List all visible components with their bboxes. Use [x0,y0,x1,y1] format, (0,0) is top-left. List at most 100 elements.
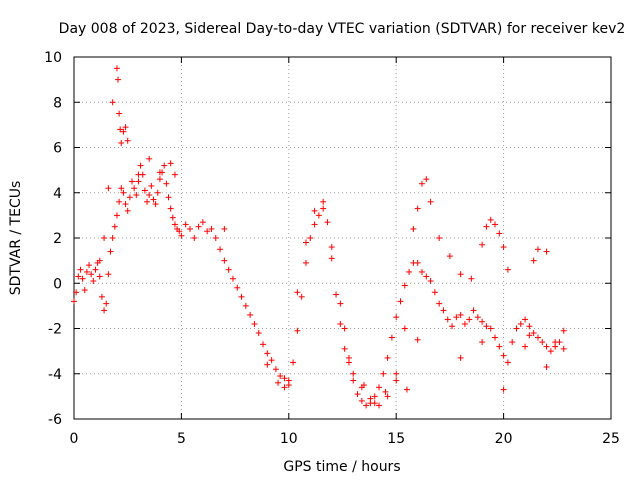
data-point [212,235,219,241]
data-point [543,248,550,255]
data-point [247,311,254,318]
x-tick-label: 15 [387,431,405,447]
data-point [150,196,157,203]
data-point [264,361,271,368]
data-point [117,126,124,133]
data-point [165,194,172,201]
y-axis-label: SDTVAR / TECUs [8,181,24,296]
data-point [401,282,408,289]
data-point [113,212,120,219]
y-tick-label: 0 [53,276,62,292]
data-point [302,259,309,266]
data-point [83,268,90,275]
data-point [371,400,378,407]
y-tick-label: -6 [48,412,62,428]
data-point [120,128,127,135]
data-point [337,300,344,307]
data-point [167,160,174,167]
data-point [105,271,112,278]
data-point [436,300,443,307]
data-point [154,189,161,196]
data-point [393,370,400,377]
data-point [294,289,301,296]
data-point [290,359,297,366]
y-tick-label: 8 [53,95,62,111]
data-point [171,221,178,228]
data-point [500,244,507,251]
data-point [418,268,425,275]
data-point [307,235,314,241]
data-point [530,330,537,337]
chart-title: Day 008 of 2023, Sidereal Day-to-day VTE… [59,21,626,37]
data-point [440,307,447,314]
data-point [146,155,153,162]
data-point [111,223,118,230]
y-tick-label: -4 [48,367,62,383]
data-point [453,314,460,321]
data-point [376,384,383,391]
data-point [350,377,357,384]
data-point [191,235,198,241]
data-point [436,235,443,241]
data-point [410,225,417,232]
data-point [414,205,421,212]
data-point [272,366,279,373]
data-point [229,275,236,282]
data-point [427,277,434,284]
data-point [552,339,559,346]
data-point [221,257,228,264]
data-point [208,225,215,232]
x-tick-label: 0 [70,431,79,447]
data-point [96,273,103,280]
data-point [161,162,168,169]
y-tick-labels: -6 -4 -2 0 2 4 6 8 10 [44,50,62,428]
data-point [560,327,567,334]
data-point [320,198,327,205]
data-point [98,293,105,300]
data-point [504,266,511,273]
data-point [77,266,84,273]
data-point [152,201,159,208]
data-point [388,334,395,341]
data-point [107,248,114,255]
data-point [345,354,352,361]
data-point [285,382,292,389]
data-point [560,345,567,352]
data-point [360,382,367,389]
data-point [90,277,97,284]
data-point [328,244,335,251]
data-point [169,214,176,221]
x-tick-label: 25 [602,431,620,447]
data-point [186,225,193,232]
data-point [354,391,361,398]
y-tick-label: 10 [44,50,62,66]
data-point [487,216,494,223]
data-point [141,187,148,194]
data-point [479,241,486,248]
data-point [509,339,516,346]
data-point [178,232,185,239]
data-point [371,393,378,400]
data-point [414,336,421,343]
data-point [333,291,340,298]
data-point [71,298,77,305]
data-point [431,289,438,296]
data-point [115,76,122,83]
data-point [116,198,123,205]
y-tick-label: 6 [53,141,62,157]
data-point [483,323,490,330]
data-point [341,325,348,332]
data-point [118,185,125,192]
data-point [88,271,95,278]
data-point [135,178,142,185]
data-point [500,352,507,359]
x-tick-labels: 0 5 10 15 20 25 [70,431,620,447]
data-point [86,262,93,269]
data-point [148,182,155,189]
data-point [513,325,520,332]
data-point [217,246,224,253]
data-point [255,330,262,337]
data-point [298,293,305,300]
data-point [135,171,142,178]
